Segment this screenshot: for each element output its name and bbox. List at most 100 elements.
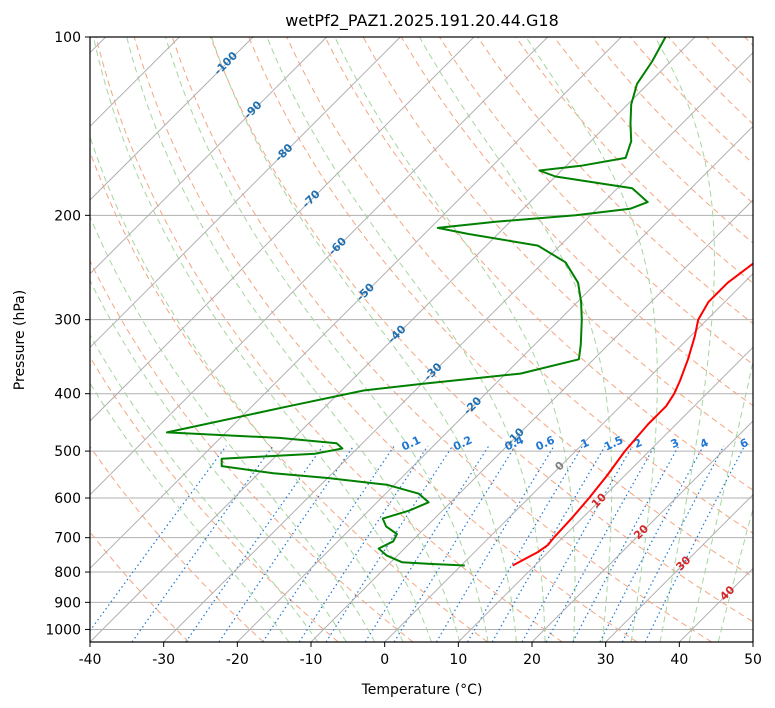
- dry-adiabat: [668, 37, 753, 125]
- isotherm-line: [90, 37, 622, 570]
- y-tick-label: 600: [54, 491, 81, 507]
- mixing-ratio-line: [491, 445, 606, 642]
- y-tick-label: 500: [54, 444, 81, 460]
- dry-adiabat: [95, 37, 563, 642]
- mixing-ratio-line: [325, 445, 454, 642]
- moist-adiabat: [90, 135, 404, 642]
- isotherm-line: [90, 37, 328, 275]
- grid-layer: [90, 37, 753, 630]
- mixing-ratio-line: [262, 445, 395, 642]
- mixing-ratio-label: 0.2: [451, 433, 474, 453]
- mixing-ratio-label: 1: [579, 436, 591, 451]
- moist-adiabat: [525, 37, 658, 642]
- isotherm-line: [90, 37, 401, 349]
- mixing-ratio-line: [644, 445, 746, 642]
- dry-adiabat: [286, 37, 753, 534]
- moist-adiabat: [90, 279, 347, 642]
- profile-layer: [166, 37, 753, 567]
- dry-adiabat: [90, 150, 488, 642]
- x-tick-label: 50: [744, 652, 762, 668]
- mixing-ratio-line: [364, 445, 490, 642]
- mixing-ratio-label: 2: [632, 436, 644, 451]
- mixing-ratio-label: 0.1: [400, 433, 423, 453]
- y-tick-label: 300: [54, 313, 81, 329]
- y-axis-title: Pressure (hPa): [12, 290, 28, 390]
- chart-title: wetPf2_PAZ1.2025.191.20.44.G18: [285, 11, 559, 31]
- mixing-ratio-line: [521, 445, 634, 642]
- isotherm-line: [90, 37, 475, 422]
- x-tick-label: 0: [380, 652, 389, 668]
- moist-adiabat: [418, 37, 613, 642]
- dry-adiabat: [438, 37, 753, 366]
- mixing-ratio-line: [435, 445, 555, 642]
- mixing-ratio-lines: [90, 445, 746, 642]
- y-tick-label: 100: [54, 30, 81, 46]
- isotherm-line: [163, 51, 753, 642]
- mixing-ratio-line: [545, 445, 656, 642]
- dewpoint-profile-line: [166, 37, 667, 567]
- mixing-ratio-label: 0.6: [534, 433, 557, 453]
- isotherm-line: [90, 37, 254, 201]
- dry-adiabat: [591, 37, 753, 204]
- moist-adiabat: [93, 37, 432, 642]
- isotherm-line: [752, 641, 753, 642]
- x-tick-label: -10: [300, 652, 323, 668]
- mixing-ratio-line: [393, 445, 516, 642]
- y-tick-label: 900: [54, 595, 81, 611]
- moist-adiabat: [90, 334, 319, 642]
- isotherms: [90, 37, 753, 642]
- moist-adiabat: [211, 37, 517, 642]
- moist-adiabat: [165, 37, 489, 642]
- y-tick-label: 400: [54, 387, 81, 403]
- axes-layer: -40 -30 -20 -10 0 10 20 30 40 5010020030040050060…: [45, 30, 762, 668]
- dry-adiabat: [210, 37, 753, 623]
- isotherm-line: [90, 37, 696, 642]
- isotherm-line: [90, 37, 549, 496]
- mixing-ratio-line: [466, 445, 584, 642]
- plot-frame: [89, 36, 754, 643]
- moist-adiabats: [90, 37, 753, 642]
- dry-adiabat: [90, 445, 264, 642]
- x-tick-label: -20: [226, 652, 249, 668]
- moist-adiabat: [126, 37, 461, 642]
- dry-adiabat: [477, 37, 753, 325]
- y-tick-label: 800: [54, 565, 81, 581]
- mixing-ratio-label: 3: [669, 436, 681, 451]
- moist-adiabat: [90, 382, 290, 642]
- isotherm-line: [531, 420, 753, 642]
- x-tick-label: 10: [449, 652, 467, 668]
- mixing-ratio-label: 6: [738, 436, 751, 451]
- dry-adiabat: [90, 356, 339, 642]
- x-tick-label: -30: [152, 652, 175, 668]
- dry-adiabat: [706, 37, 753, 86]
- mixing-ratio-line: [599, 445, 704, 642]
- moist-adiabat: [266, 37, 546, 642]
- dry-adiabat: [324, 37, 753, 491]
- isotherm-line: [605, 493, 753, 642]
- mixing-ratio-label: 4: [698, 436, 711, 451]
- moist-adiabat: [688, 359, 753, 642]
- moist-adiabat: [717, 507, 753, 642]
- dry-adiabat: [171, 37, 712, 642]
- dry-adiabat: [90, 531, 190, 642]
- mixing-ratio-line: [572, 445, 680, 642]
- x-tick-label: 30: [597, 652, 615, 668]
- isotherm-line: [384, 272, 753, 642]
- mixing-ratio-line: [298, 445, 429, 642]
- temperature-profile-line: [512, 262, 753, 567]
- mixing-ratio-label: 1.5: [602, 433, 625, 453]
- moist-adiabat: [654, 37, 716, 642]
- x-tick-label: 20: [523, 652, 541, 668]
- dry-adiabat: [248, 37, 753, 578]
- moist-adiabat: [334, 37, 576, 642]
- x-tick-label: -40: [79, 652, 102, 668]
- x-tick-label: 40: [670, 652, 688, 668]
- dry-adiabat: [90, 259, 414, 642]
- x-axis-title: Temperature (°C): [361, 682, 483, 698]
- dry-adiabat: [515, 37, 753, 284]
- mixing-ratio-label: 8: [766, 436, 775, 451]
- dry-adiabat: [744, 37, 753, 47]
- y-tick-label: 700: [54, 531, 81, 547]
- y-tick-label: 1000: [45, 622, 81, 638]
